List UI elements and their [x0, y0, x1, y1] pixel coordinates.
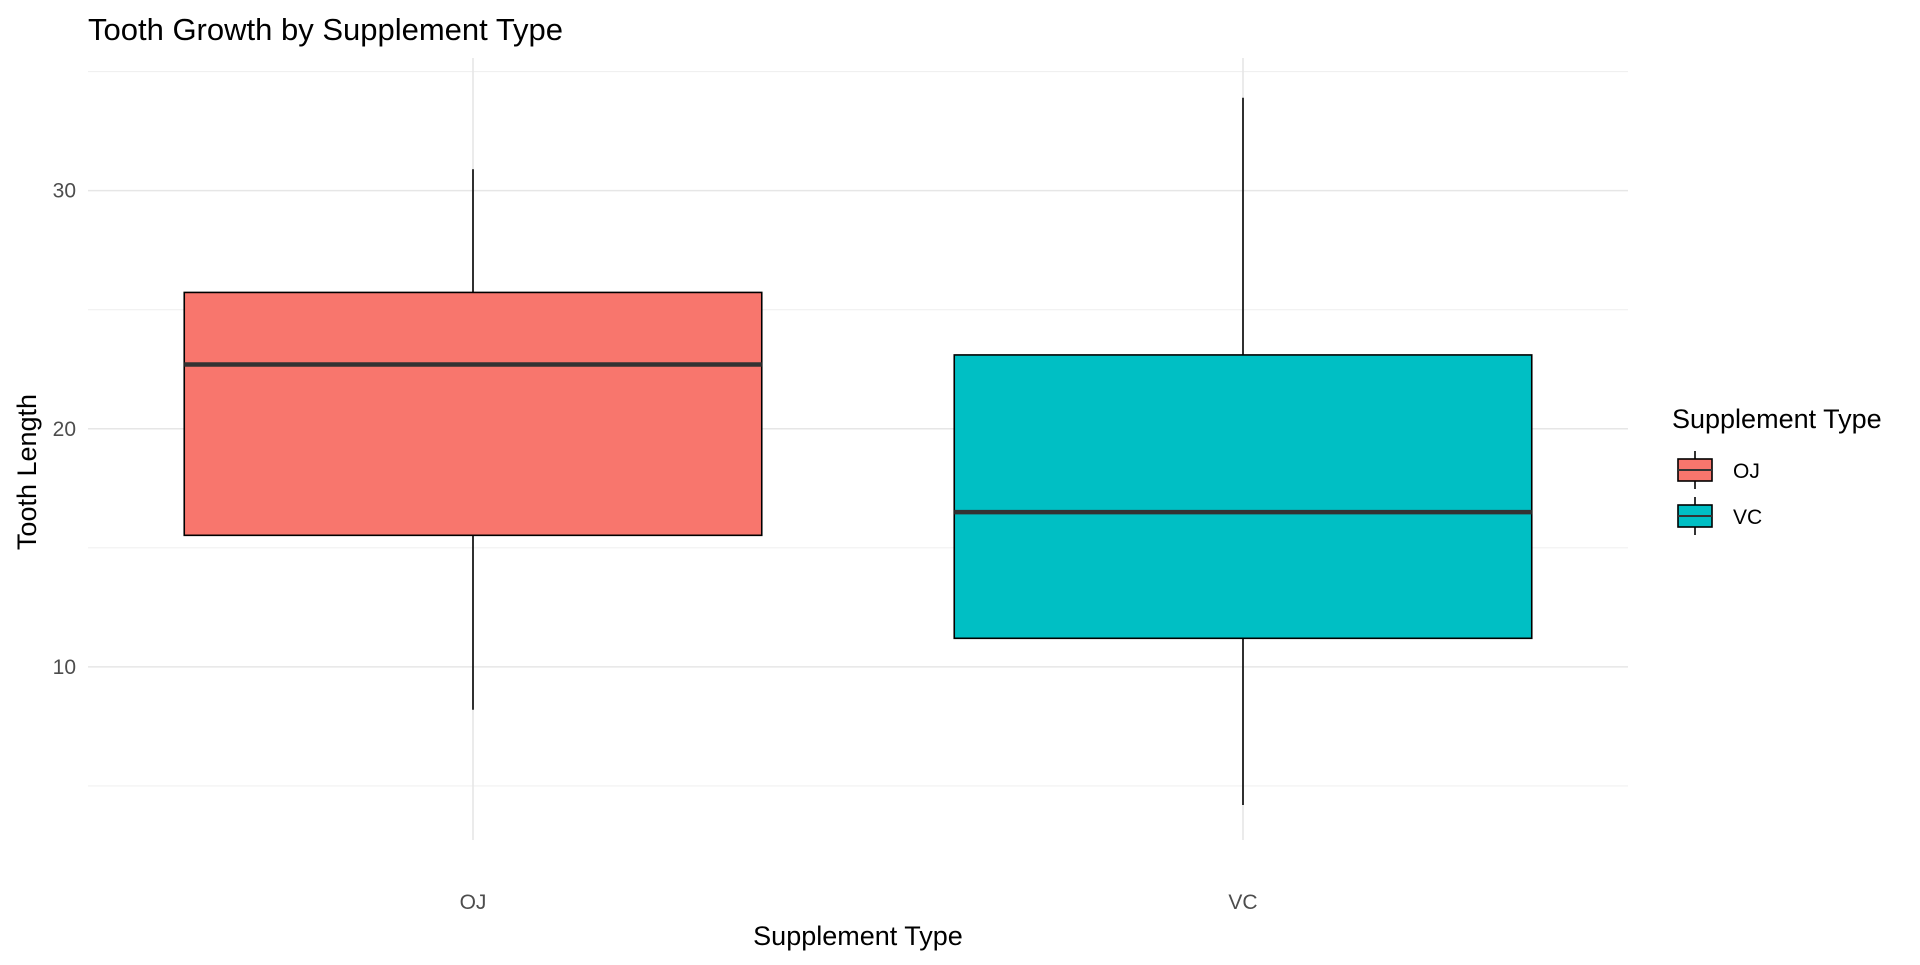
y-tick-labels: 10 20 30	[53, 180, 76, 679]
box-body	[953, 354, 1533, 640]
chart-title: Tooth Growth by Supplement Type	[88, 12, 563, 47]
x-tick-labels: OJ VC	[460, 891, 1258, 914]
legend-entries: OJ VC	[1677, 451, 1762, 535]
y-tick-label: 30	[53, 180, 76, 203]
box-body	[183, 291, 763, 537]
legend-entry-oj: OJ	[1677, 451, 1760, 489]
legend-entry-vc: VC	[1677, 497, 1762, 535]
legend: Supplement Type OJ VC	[1672, 404, 1882, 535]
legend-label: VC	[1733, 506, 1762, 529]
box-vc	[953, 97, 1533, 805]
legend-title: Supplement Type	[1672, 404, 1882, 434]
legend-label: OJ	[1733, 460, 1760, 483]
box-layer	[183, 97, 1533, 805]
x-axis-title: Supplement Type	[753, 921, 963, 951]
x-tick-label: VC	[1228, 891, 1257, 914]
y-tick-label: 10	[53, 656, 76, 679]
box-oj	[183, 169, 763, 710]
y-tick-label: 20	[53, 418, 76, 441]
y-axis-title: Tooth Length	[12, 394, 42, 550]
x-tick-label: OJ	[460, 891, 487, 914]
